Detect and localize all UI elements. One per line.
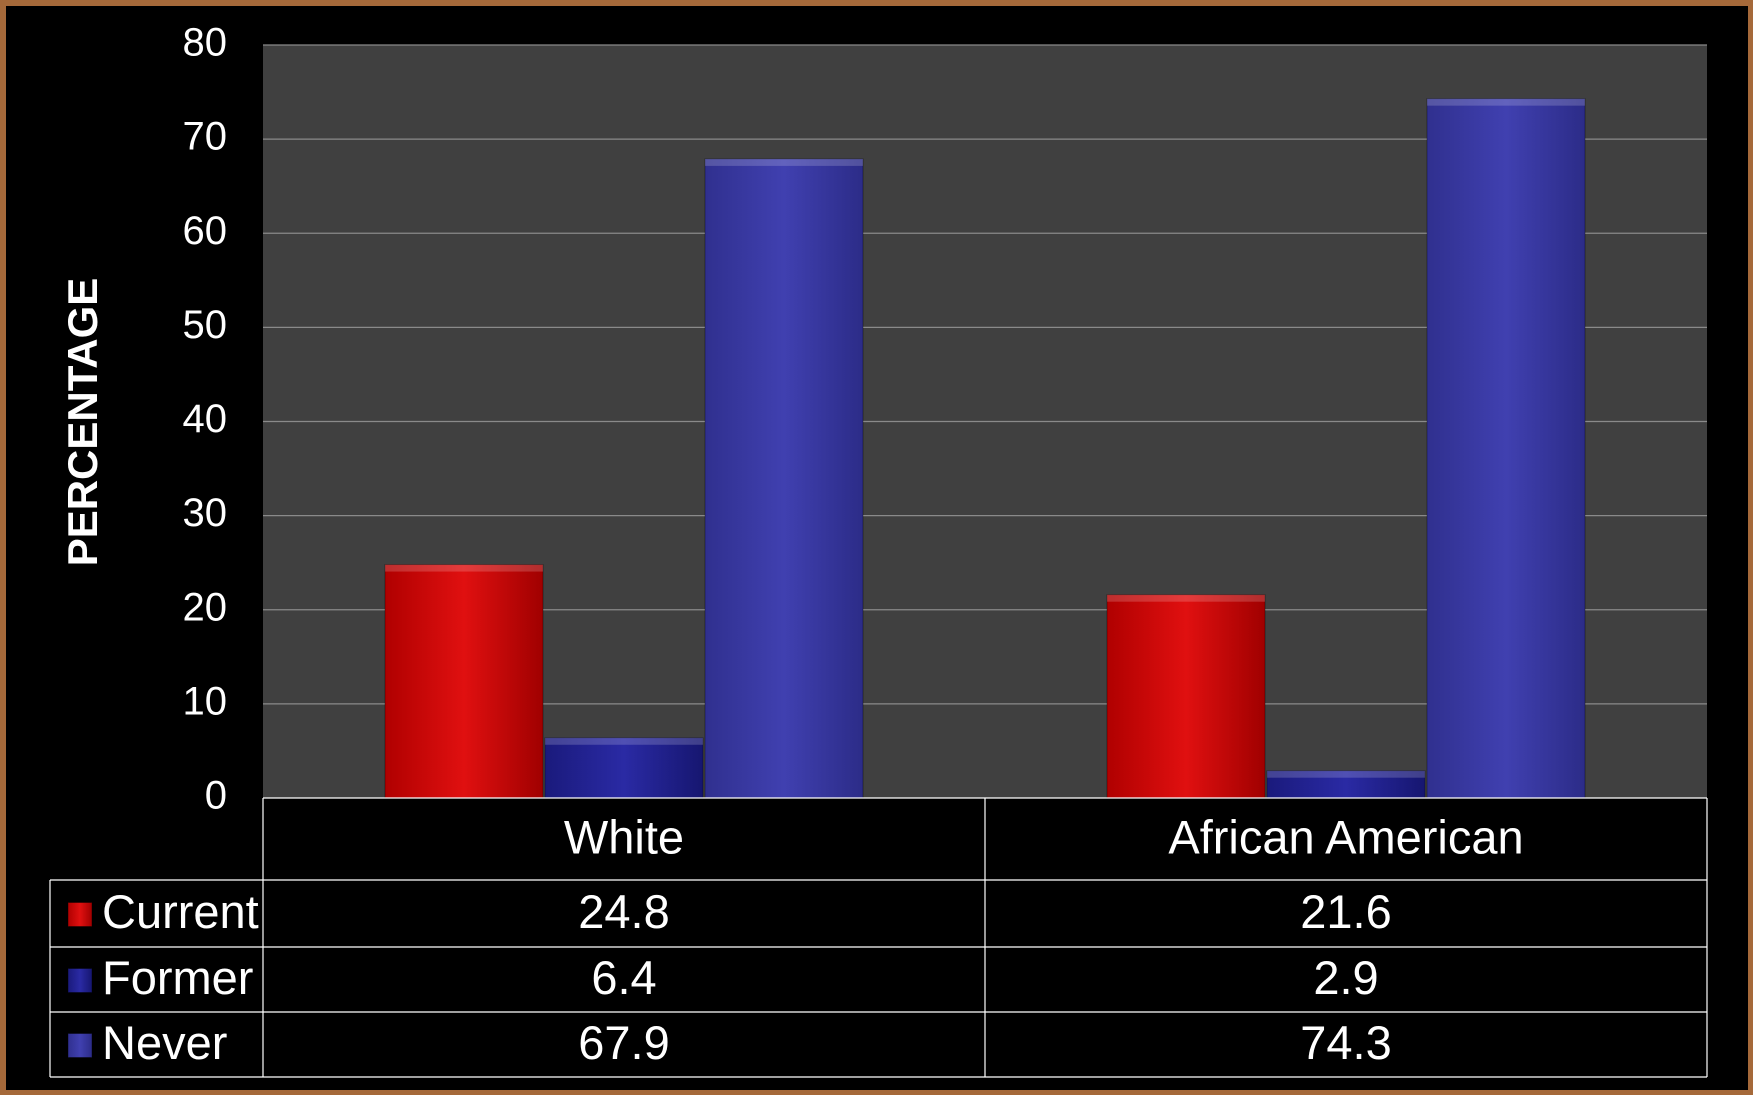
y-tick-label: 0: [205, 774, 227, 818]
y-axis-ticks: 0 10 20 30 40 50 60 70 80: [183, 21, 228, 818]
bar-current: [1106, 594, 1266, 799]
data-label: 24.8: [578, 885, 669, 938]
y-tick-label: 20: [183, 585, 228, 629]
category-label: African American: [1168, 810, 1523, 863]
y-tick-label: 70: [183, 115, 228, 159]
y-tick-label: 40: [183, 397, 228, 441]
data-label: 67.9: [578, 1016, 669, 1069]
category-label: White: [564, 810, 684, 863]
bar-never: [704, 158, 864, 799]
bar-chart: 0 10 20 30 40 50 60 70 80 PERCENTAGE White Africa…: [49, 21, 1708, 1078]
y-tick-label: 30: [183, 491, 228, 535]
y-tick-label: 80: [183, 21, 228, 65]
bar-never: [1426, 98, 1586, 799]
legend-label: Former: [102, 951, 253, 1004]
y-tick-label: 10: [183, 679, 228, 723]
bar-former: [544, 737, 704, 799]
legend-key-current: [67, 902, 93, 927]
data-table: White African American Current 24.8 21.6 Form…: [49, 797, 1708, 1078]
bar-bevel: [1267, 770, 1425, 778]
y-tick-label: 60: [183, 209, 228, 253]
chart-frame: 0 10 20 30 40 50 60 70 80 PERCENTAGE White Africa…: [6, 6, 1748, 1090]
bar-bevel: [1427, 98, 1585, 106]
legend-label: Never: [102, 1016, 227, 1069]
y-axis-label: PERCENTAGE: [59, 278, 106, 567]
legend-key-former: [67, 968, 93, 993]
bar-bevel: [385, 564, 543, 572]
y-tick-label: 50: [183, 303, 228, 347]
data-label: 74.3: [1300, 1016, 1391, 1069]
bar-current: [384, 564, 544, 799]
legend-key-never: [67, 1033, 93, 1058]
data-label: 21.6: [1300, 885, 1391, 938]
bars: [384, 98, 1586, 799]
bar-bevel: [705, 158, 863, 166]
data-label: 6.4: [591, 951, 656, 1004]
legend-label: Current: [102, 885, 259, 938]
bar-bevel: [545, 737, 703, 745]
bar-bevel: [1107, 594, 1265, 602]
bar-former: [1266, 770, 1426, 799]
data-label: 2.9: [1313, 951, 1378, 1004]
